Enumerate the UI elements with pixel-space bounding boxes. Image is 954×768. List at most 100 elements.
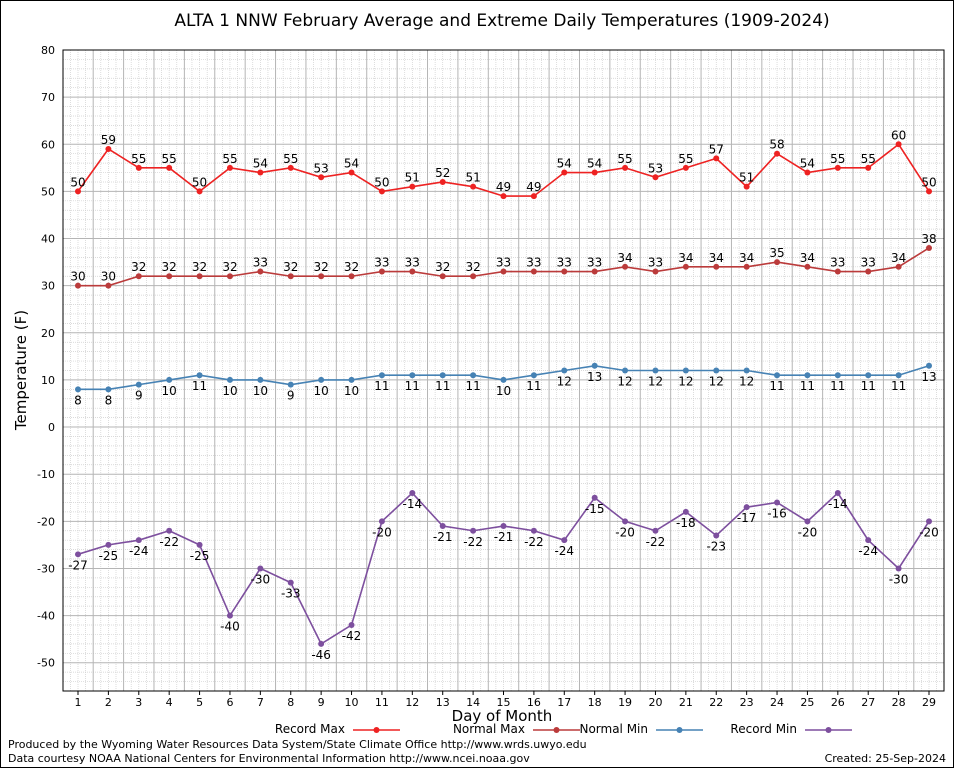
normal-min-point: [439, 372, 446, 379]
record-max-data-label: 54: [800, 157, 815, 171]
normal-min-point: [500, 376, 507, 383]
normal-min-point: [530, 372, 537, 379]
normal-min-data-label: 11: [405, 379, 420, 393]
x-tick-label: 21: [679, 696, 693, 709]
normal-max-data-label: 34: [678, 251, 693, 265]
normal-min-data-label: 12: [739, 375, 754, 389]
normal-max-point: [622, 263, 629, 270]
normal-max-point: [804, 263, 811, 270]
normal-max-point: [926, 244, 932, 251]
record-max-data-label: 55: [861, 152, 876, 166]
normal-max-point: [439, 273, 446, 280]
record-max-point: [470, 183, 477, 190]
normal-max-data-label: 33: [648, 256, 663, 270]
normal-min-data-label: 12: [678, 375, 693, 389]
legend-label-normal-min: Normal Min: [579, 722, 648, 736]
footer-data-courtesy: Data courtesy NOAA National Centers for …: [8, 752, 530, 765]
record-min-point: [561, 537, 568, 544]
record-max-point: [439, 178, 446, 185]
record-max-data-label: 50: [192, 175, 207, 189]
record-max-data-label: 54: [253, 157, 268, 171]
x-tick-label: 13: [436, 696, 450, 709]
record-min-point: [804, 518, 811, 525]
record-max-point: [713, 155, 720, 162]
record-min-data-label: -30: [889, 572, 909, 586]
normal-min-data-label: 11: [861, 379, 876, 393]
normal-min-data-label: 11: [891, 379, 906, 393]
x-tick-label: 5: [196, 696, 203, 709]
x-tick-label: 12: [405, 696, 419, 709]
x-tick-label: 2: [105, 696, 112, 709]
x-tick-label: 9: [318, 696, 325, 709]
record-min-point: [470, 527, 477, 534]
x-tick-label: 8: [287, 696, 294, 709]
x-tick-label: 27: [861, 696, 875, 709]
record-min-point: [105, 541, 112, 548]
legend-label-normal-max: Normal Max: [453, 722, 525, 736]
record-max-data-label: 58: [769, 138, 784, 152]
record-max-data-label: 55: [617, 152, 632, 166]
normal-max-point: [348, 273, 355, 280]
normal-min-data-label: 12: [709, 375, 724, 389]
record-min-point: [652, 527, 659, 534]
record-max-data-label: 52: [435, 166, 450, 180]
normal-max-data-label: 32: [222, 260, 237, 274]
record-max-data-label: 50: [374, 175, 389, 189]
x-tick-label: 22: [709, 696, 723, 709]
normal-max-data-label: 30: [101, 270, 116, 284]
x-tick-label: 6: [226, 696, 233, 709]
normal-min-data-label: 9: [135, 389, 143, 403]
normal-min-point: [348, 376, 355, 383]
y-tick-label: -20: [37, 515, 55, 528]
normal-max-data-label: 32: [435, 260, 450, 274]
legend-marker-record-max: [373, 727, 380, 733]
record-min-data-label: -17: [737, 511, 757, 525]
normal-min-point: [318, 376, 325, 383]
x-tick-label: 11: [375, 696, 389, 709]
normal-min-data-label: 10: [496, 384, 511, 398]
x-tick-label: 24: [770, 696, 784, 709]
normal-min-point: [409, 372, 416, 379]
normal-min-data-label: 11: [769, 379, 784, 393]
chart-title: ALTA 1 NNW February Average and Extreme …: [174, 11, 829, 31]
normal-max-data-label: 38: [921, 232, 936, 246]
normal-max-data-label: 33: [405, 256, 420, 270]
record-max-point: [530, 193, 537, 200]
record-max-point: [743, 183, 750, 190]
normal-min-data-label: 10: [253, 384, 268, 398]
legend-marker-normal-min: [676, 727, 683, 733]
normal-min-point: [774, 372, 781, 379]
record-min-point: [713, 532, 720, 539]
record-max-data-label: 50: [921, 175, 936, 189]
y-tick-label: 70: [41, 91, 55, 104]
record-min-data-label: -30: [251, 572, 271, 586]
record-min-data-label: -18: [676, 516, 696, 530]
record-min-data-label: -25: [99, 549, 119, 563]
normal-min-data-label: 11: [192, 379, 207, 393]
x-tick-label: 3: [135, 696, 142, 709]
record-min-point: [196, 541, 203, 548]
record-max-point: [622, 164, 629, 171]
normal-min-point: [591, 362, 598, 369]
record-min-point: [166, 527, 173, 534]
record-min-point: [439, 523, 446, 530]
record-max-point: [865, 164, 872, 171]
x-tick-label: 19: [618, 696, 632, 709]
record-max-point: [166, 164, 173, 171]
normal-max-point: [500, 268, 507, 275]
record-min-data-label: -14: [828, 497, 848, 511]
normal-min-point: [926, 362, 932, 369]
record-min-point: [895, 565, 902, 572]
record-max-point: [409, 183, 416, 190]
record-max-data-label: 59: [101, 133, 116, 147]
normal-min-data-label: 10: [344, 384, 359, 398]
record-min-data-label: -20: [798, 525, 818, 539]
normal-max-point: [865, 268, 872, 275]
record-min-point: [75, 551, 81, 558]
normal-min-point: [865, 372, 872, 379]
record-min-point: [774, 499, 781, 506]
normal-max-data-label: 34: [739, 251, 754, 265]
x-tick-label: 10: [345, 696, 359, 709]
record-min-data-label: -20: [919, 525, 939, 539]
record-min-data-label: -27: [68, 558, 88, 572]
